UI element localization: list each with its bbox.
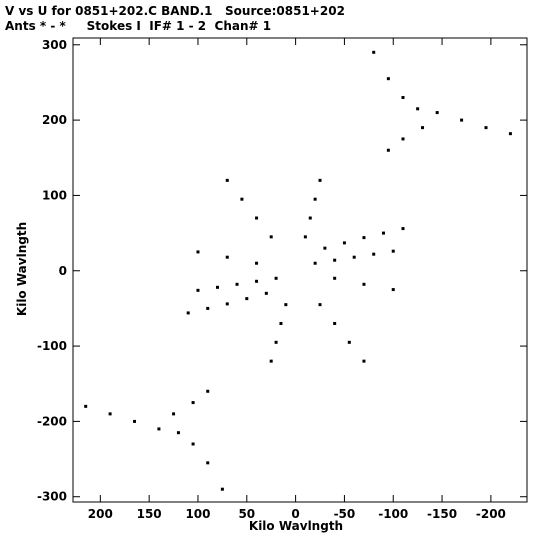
uv-point [186,311,190,315]
x-tick-label: 0 [291,507,299,521]
uv-point [225,178,229,182]
uv-point [342,241,346,245]
uv-point [255,261,259,265]
uv-point [313,261,317,265]
y-tick-label: -300 [37,490,67,504]
x-tick-label: -50 [334,507,356,521]
uv-point [313,197,317,201]
uv-point [323,246,327,250]
uv-point [108,412,112,416]
uv-point [372,252,376,256]
uv-point [269,235,273,239]
uv-point [191,442,195,446]
uv-point [274,340,278,344]
uv-point [347,340,351,344]
y-tick-label: 300 [42,38,67,52]
uv-point [401,227,405,231]
uv-point [264,291,268,295]
uv-point [284,303,288,307]
uv-point [172,412,176,416]
uv-point [401,96,405,100]
uv-point [206,389,210,393]
x-tick-label: -100 [378,507,408,521]
uv-point [255,216,259,220]
uv-point [206,306,210,310]
y-tick-label: -200 [37,414,67,428]
plot-subtitle: Ants * - * Stokes I IF# 1 - 2 Chan# 1 [5,19,272,33]
uv-points [84,50,512,491]
uv-point [435,111,439,115]
uv-point [372,50,376,54]
uv-point [352,255,356,259]
uv-point [235,282,239,286]
uv-point [362,236,366,240]
uv-point [362,282,366,286]
uv-point [391,249,395,253]
uv-point [460,118,464,122]
uv-point [196,288,200,292]
uv-point [386,77,390,81]
y-axis-label: Kilo Wavlngth [15,222,29,316]
uv-point [391,288,395,292]
uv-point [333,321,337,325]
x-tick-label: 100 [185,507,210,521]
uv-point [333,276,337,280]
uv-point [318,303,322,307]
axis-ticks: 200 150 100 50 0 -50 -100 -150 -200 300 200 100 0 -10… [37,38,527,521]
uv-point [381,231,385,235]
plot-frame [72,37,528,503]
uv-point [255,279,259,283]
uv-point [240,197,244,201]
uv-point [269,359,273,363]
uv-point [133,419,137,423]
uv-point [220,487,224,491]
uv-point [157,427,161,431]
x-tick-label: -150 [427,507,457,521]
uv-point [225,302,229,306]
uv-point [215,285,219,289]
y-tick-label: 0 [59,264,67,278]
uv-point [401,137,405,141]
x-tick-label: 50 [238,507,255,521]
x-tick-label: 200 [88,507,113,521]
uv-point [416,107,420,111]
x-axis-label: Kilo Wavlngth [249,519,343,533]
uv-point [279,321,283,325]
uv-point [362,359,366,363]
uv-point [225,255,229,259]
uv-point [274,276,278,280]
uv-point [386,148,390,152]
uv-point [308,216,312,220]
uv-point [318,178,322,182]
uv-point [333,258,337,262]
y-tick-label: -100 [37,339,67,353]
uv-point [484,126,488,130]
uv-point [206,461,210,465]
uv-point [303,235,307,239]
uv-point [508,132,512,136]
uv-point [176,431,180,435]
y-tick-label: 100 [42,188,67,202]
uv-point [245,297,249,301]
y-tick-label: 200 [42,113,67,127]
x-tick-label: 150 [137,507,162,521]
plot-title: V vs U for 0851+202.C BAND.1 Source:0851… [5,4,345,18]
uv-point [196,250,200,254]
uv-point [191,401,195,405]
uv-point [421,126,425,130]
uv-point [84,404,88,408]
x-tick-label: -200 [476,507,506,521]
